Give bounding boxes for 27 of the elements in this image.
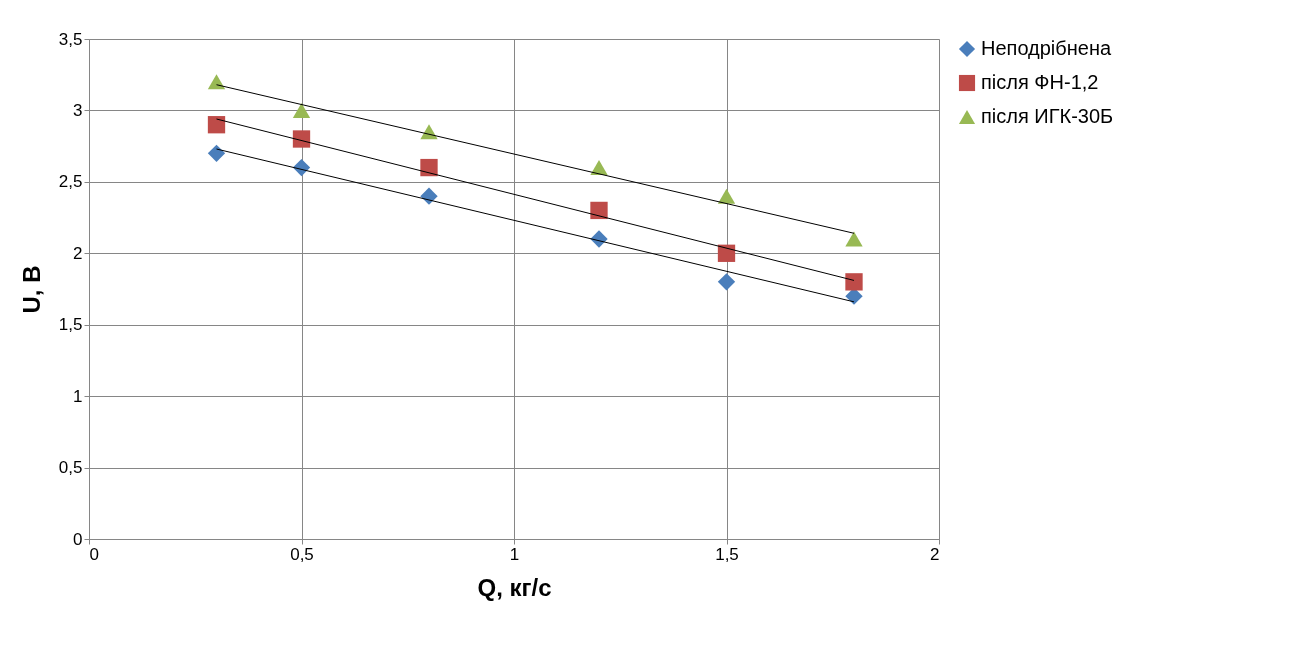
point bbox=[207, 144, 226, 162]
y-tick-label: 2,5 bbox=[58, 172, 83, 192]
y-tick-label: 0 bbox=[73, 529, 83, 549]
point bbox=[590, 201, 608, 220]
legend-label: після ФН-1,2 bbox=[981, 71, 1099, 93]
point bbox=[845, 231, 863, 247]
y-tick-label: 1 bbox=[73, 386, 83, 406]
x-tick-label: 0,5 bbox=[290, 544, 314, 564]
y-tick-label: 0,5 bbox=[58, 458, 83, 478]
y-tick-label: 1,5 bbox=[58, 315, 83, 335]
x-tick-label: 2 bbox=[930, 544, 940, 564]
point bbox=[717, 273, 736, 291]
point bbox=[420, 158, 438, 177]
point bbox=[292, 102, 311, 118]
y-tick-label: 2 bbox=[73, 243, 83, 263]
y-axis-title: U, В bbox=[17, 265, 45, 314]
legend-label: після ИГК-30Б bbox=[981, 105, 1114, 127]
point bbox=[207, 116, 226, 134]
x-tick-label: 1,5 bbox=[715, 544, 739, 564]
point bbox=[292, 130, 311, 148]
x-axis-title: Q, кг/с bbox=[477, 573, 552, 601]
point bbox=[845, 273, 863, 291]
x-tick-label: 1 bbox=[509, 544, 520, 564]
x-tick-label: 0 bbox=[89, 544, 99, 564]
y-tick-label: 3 bbox=[73, 100, 83, 120]
y-tick-label: 3,5 bbox=[58, 29, 83, 49]
legend-label: Неподрібнена bbox=[981, 37, 1112, 59]
